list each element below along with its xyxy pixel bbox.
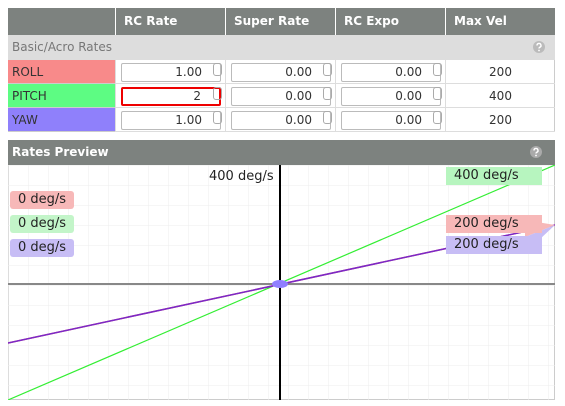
axis-label: PITCH	[8, 84, 115, 108]
spinner[interactable]	[213, 87, 222, 100]
right-label: 200 deg/s	[446, 215, 542, 233]
rc-expo-input[interactable]: 0.00	[341, 87, 441, 106]
left-label: 0 deg/s	[10, 239, 75, 257]
super-rate-input[interactable]: 0.00	[231, 111, 331, 130]
preview-title: Rates Preview	[8, 140, 555, 165]
left-label: 0 deg/s	[10, 215, 75, 233]
section-row: Basic/Acro Rates	[8, 35, 555, 60]
help-icon[interactable]	[530, 146, 542, 158]
header-cell: Super Rate	[225, 8, 335, 35]
rc-expo-input[interactable]: 0.00	[341, 63, 441, 82]
input-cell: 0.00	[225, 84, 335, 108]
spinner[interactable]	[213, 63, 222, 76]
input-cell: 0.00	[335, 60, 445, 84]
center-label: 400 deg/s	[209, 169, 274, 184]
input-cell: 0.00	[335, 84, 445, 108]
header-cell: Max Vel [deg/s]	[445, 8, 555, 55]
rates-graph	[8, 165, 555, 400]
super-rate-input[interactable]: 0.00	[231, 63, 331, 82]
rc-rate-input[interactable]: 1.00	[121, 63, 221, 82]
spinner[interactable]	[323, 87, 332, 100]
max-velocity: 200	[445, 108, 555, 132]
max-velocity: 200	[445, 60, 555, 84]
rc-rate-input[interactable]: 2	[121, 87, 221, 106]
spinner[interactable]	[323, 111, 332, 124]
spinner[interactable]	[323, 63, 332, 76]
spinner[interactable]	[213, 111, 222, 124]
rc-rate-input[interactable]: 1.00	[121, 111, 221, 130]
input-cell: 0.00	[335, 108, 445, 132]
axis-label: ROLL	[8, 60, 115, 84]
right-label: 200 deg/s	[446, 236, 542, 254]
rc-expo-input[interactable]: 0.00	[341, 111, 441, 130]
right-label: 400 deg/s	[446, 167, 542, 185]
stick-marker	[272, 280, 288, 288]
axis-label: YAW	[8, 108, 115, 132]
input-cell: 0.00	[225, 60, 335, 84]
help-icon[interactable]	[533, 41, 545, 53]
input-cell: 2	[115, 84, 225, 108]
spinner[interactable]	[433, 63, 442, 76]
input-cell: 1.00	[115, 108, 225, 132]
help-glyph	[536, 42, 542, 52]
super-rate-input[interactable]: 0.00	[231, 87, 331, 106]
left-label: 0 deg/s	[10, 191, 75, 209]
spinner[interactable]	[433, 111, 442, 124]
help-glyph	[533, 147, 539, 157]
spinner[interactable]	[433, 87, 442, 100]
max-velocity: 400	[445, 84, 555, 108]
input-cell: 1.00	[115, 60, 225, 84]
header-cell: RC Expo	[335, 8, 445, 35]
input-cell: 0.00	[225, 108, 335, 132]
header-cell: RC Rate	[115, 8, 225, 35]
